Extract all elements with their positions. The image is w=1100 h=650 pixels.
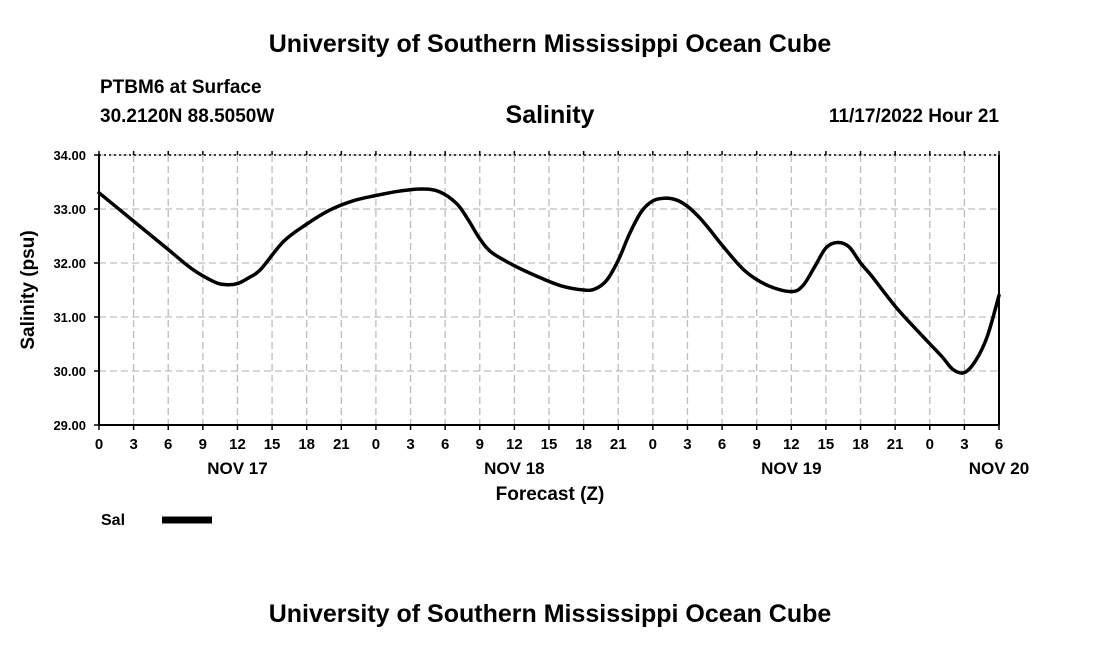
day-label: NOV 20 xyxy=(969,459,1029,478)
x-tick-label: 0 xyxy=(372,436,380,453)
x-tick-label: 15 xyxy=(541,436,558,453)
day-label: NOV 17 xyxy=(207,459,267,478)
y-tick-label: 34.00 xyxy=(53,148,86,163)
x-tick-label: 9 xyxy=(753,436,761,453)
x-tick-label: 3 xyxy=(406,436,414,453)
y-tick-label: 29.00 xyxy=(53,418,86,433)
x-tick-label: 0 xyxy=(926,436,934,453)
x-tick-label: 9 xyxy=(199,436,207,453)
x-tick-label: 18 xyxy=(575,436,592,453)
y-tick-label: 32.00 xyxy=(53,256,86,271)
y-axis-title: Salinity (psu) xyxy=(18,230,39,349)
forecast-timestamp: 11/17/2022 Hour 21 xyxy=(828,106,999,127)
day-label: NOV 19 xyxy=(761,459,821,478)
station-name: PTBM6 at Surface xyxy=(100,77,262,98)
day-label: NOV 18 xyxy=(484,459,544,478)
y-tick-label: 30.00 xyxy=(53,364,86,379)
x-tick-label: 0 xyxy=(95,436,103,453)
x-axis-title: Forecast (Z) xyxy=(496,484,605,505)
y-tick-label: 33.00 xyxy=(53,202,86,217)
x-tick-label: 15 xyxy=(818,436,835,453)
x-tick-label: 6 xyxy=(164,436,172,453)
legend-label: Sal xyxy=(101,512,125,529)
x-tick-label: 18 xyxy=(852,436,869,453)
x-tick-label: 3 xyxy=(683,436,691,453)
x-tick-label: 12 xyxy=(783,436,800,453)
page-title: University of Southern Mississippi Ocean… xyxy=(268,30,832,58)
x-tick-label: 21 xyxy=(610,436,627,453)
footer-title: University of Southern Mississippi Ocean… xyxy=(268,600,832,628)
chart-title: Salinity xyxy=(505,101,595,129)
x-tick-label: 9 xyxy=(476,436,484,453)
x-tick-label: 6 xyxy=(995,436,1003,453)
x-tick-label: 18 xyxy=(298,436,315,453)
x-tick-label: 12 xyxy=(506,436,523,453)
x-tick-label: 6 xyxy=(718,436,726,453)
y-tick-label: 31.00 xyxy=(53,310,86,325)
series-line-sal xyxy=(97,187,1001,375)
x-tick-label: 3 xyxy=(129,436,137,453)
x-tick-label: 0 xyxy=(649,436,657,453)
x-tick-label: 15 xyxy=(264,436,281,453)
station-coordinates: 30.2120N 88.5050W xyxy=(100,106,275,127)
x-tick-label: 12 xyxy=(229,436,246,453)
x-tick-label: 3 xyxy=(960,436,968,453)
x-tick-label: 6 xyxy=(441,436,449,453)
x-tick-label: 21 xyxy=(887,436,904,453)
x-tick-label: 21 xyxy=(333,436,350,453)
